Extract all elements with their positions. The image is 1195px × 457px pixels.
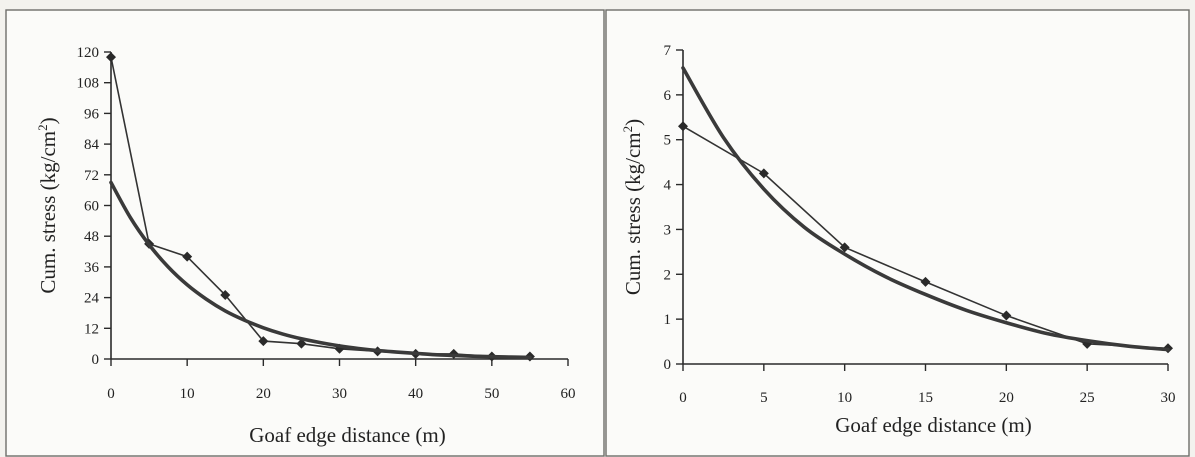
chart1-y-tick-label: 5 bbox=[664, 133, 672, 149]
chart1-y-axis-label-main: Cum. stress (kg/cm bbox=[621, 132, 645, 295]
chart0-observed-point-marker bbox=[182, 251, 193, 262]
chart1-y-tick-label: 0 bbox=[664, 357, 672, 373]
chart0-y-tick-label: 96 bbox=[84, 106, 100, 122]
chart1-x-tick-label: 30 bbox=[1161, 390, 1176, 406]
left-stress-chart: 0 10 20 30 40 50 60 0 12 24 36 48 60 72 84 96 108 120 Goaf… bbox=[35, 45, 576, 447]
chart0-y-tick-label: 24 bbox=[84, 291, 100, 307]
chart0-y-tick-label: 12 bbox=[84, 321, 99, 337]
chart1-y-tick-label: 2 bbox=[664, 267, 672, 283]
chart0-x-tick-label: 50 bbox=[484, 386, 499, 402]
chart1-x-axis-label: Goaf edge distance (m) bbox=[835, 413, 1032, 437]
chart0-x-tick-label: 60 bbox=[561, 386, 576, 402]
chart1-x-tick-label: 5 bbox=[760, 390, 768, 406]
chart1-y-axis-label-superscript: 2 bbox=[620, 126, 635, 133]
chart1-x-tick-label: 15 bbox=[918, 390, 933, 406]
chart0-x-axis-label: Goaf edge distance (m) bbox=[249, 423, 446, 447]
chart0-y-axis-label: Cum. stress (kg/cm2) bbox=[35, 117, 60, 293]
chart1-observed-point-marker bbox=[758, 168, 769, 179]
chart0-observed-point-marker bbox=[106, 52, 116, 63]
chart0-observed-point-marker bbox=[258, 336, 269, 347]
right-stress-chart: 0 5 10 15 20 25 30 0 1 2 3 4 5 6 7 Goaf edge distance (… bbox=[620, 43, 1176, 437]
chart1-x-tick-label: 0 bbox=[679, 390, 687, 406]
chart1-observed-point-marker bbox=[1001, 310, 1012, 321]
chart1-x-tick-label: 25 bbox=[1080, 390, 1095, 406]
chart0-y-tick-label: 120 bbox=[77, 45, 100, 61]
chart0-y-tick-label: 60 bbox=[84, 199, 99, 215]
chart1-observed-point-marker bbox=[839, 242, 850, 253]
chart1-observed-point-marker bbox=[920, 276, 931, 287]
chart1-observed-point-marker bbox=[678, 121, 688, 132]
chart0-x-tick-label: 20 bbox=[256, 386, 271, 402]
chart0-fitted-curve bbox=[109, 180, 532, 360]
chart1-x-tick-label: 10 bbox=[837, 390, 852, 406]
chart0-observed-point-marker bbox=[220, 290, 231, 301]
chart0-y-tick-label: 72 bbox=[84, 168, 99, 184]
chart0-y-tick-label: 36 bbox=[84, 260, 100, 276]
chart0-y-tick-label: 0 bbox=[92, 352, 100, 368]
chart1-y-tick-label: 4 bbox=[664, 178, 672, 194]
chart0-y-tick-label: 108 bbox=[77, 76, 100, 92]
right-panel-frame bbox=[605, 9, 1190, 457]
chart0-y-axis-label-close: ) bbox=[36, 117, 60, 124]
chart0-y-tick-label: 84 bbox=[84, 137, 100, 153]
chart1-y-axis-label: Cum. stress (kg/cm2) bbox=[620, 119, 645, 295]
chart1-y-tick-label: 1 bbox=[664, 312, 672, 328]
chart1-y-tick-label: 6 bbox=[664, 88, 672, 104]
chart0-x-tick-label: 30 bbox=[332, 386, 347, 402]
chart0-y-tick-label: 48 bbox=[84, 229, 99, 245]
left-panel-frame bbox=[5, 9, 605, 457]
chart0-x-tick-label: 40 bbox=[408, 386, 423, 402]
chart1-fitted-curve bbox=[681, 66, 1170, 352]
chart1-y-axis-label-close: ) bbox=[621, 119, 645, 126]
chart0-y-axis-label-superscript: 2 bbox=[35, 124, 50, 131]
chart0-x-tick-label: 10 bbox=[180, 386, 195, 402]
chart0-x-tick-label: 0 bbox=[107, 386, 115, 402]
chart1-y-tick-label: 7 bbox=[664, 43, 672, 59]
chart1-y-tick-label: 3 bbox=[664, 222, 672, 238]
chart1-x-tick-label: 20 bbox=[999, 390, 1014, 406]
chart0-y-axis-label-main: Cum. stress (kg/cm bbox=[36, 131, 60, 294]
